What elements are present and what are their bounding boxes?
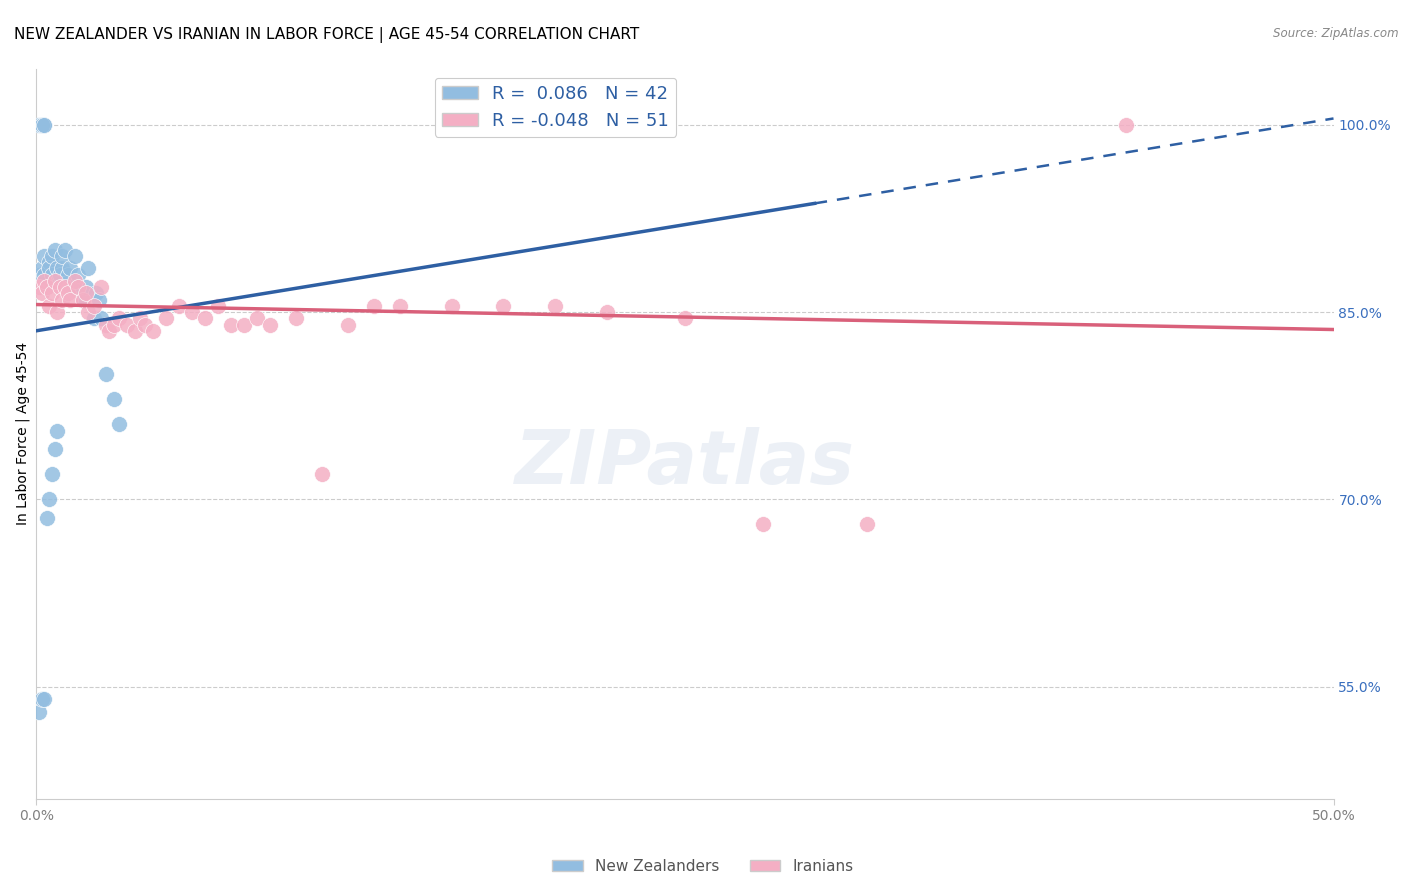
Point	[41, 268, 63, 282]
Y-axis label: In Labor Force | Age 45-54: In Labor Force | Age 45-54	[15, 343, 30, 525]
Point	[31, 692, 53, 706]
Point	[38, 255, 60, 269]
Point	[41, 249, 63, 263]
Point	[65, 249, 87, 263]
Point	[53, 243, 76, 257]
Point	[46, 424, 69, 438]
Point	[98, 324, 121, 338]
Point	[44, 442, 66, 457]
Point	[72, 293, 94, 307]
Point	[32, 692, 55, 706]
Point	[75, 286, 97, 301]
Point	[49, 268, 72, 282]
Point	[46, 305, 69, 319]
Point	[115, 318, 138, 332]
Point	[35, 280, 58, 294]
Point	[219, 318, 242, 332]
Point	[32, 249, 55, 263]
Point	[31, 118, 53, 132]
Point	[388, 299, 411, 313]
Point	[49, 280, 72, 294]
Point	[32, 118, 55, 132]
Point	[44, 243, 66, 257]
Point	[207, 299, 229, 313]
Point	[855, 517, 877, 532]
Point	[51, 293, 73, 307]
Point	[51, 261, 73, 276]
Point	[31, 261, 53, 276]
Point	[492, 299, 515, 313]
Point	[41, 467, 63, 482]
Point	[134, 318, 156, 332]
Point	[83, 299, 105, 313]
Point	[51, 249, 73, 263]
Point	[28, 280, 51, 294]
Point	[440, 299, 463, 313]
Point	[44, 274, 66, 288]
Point	[75, 280, 97, 294]
Point	[673, 311, 696, 326]
Point	[1115, 118, 1137, 132]
Point	[66, 280, 89, 294]
Point	[59, 293, 82, 307]
Point	[65, 274, 87, 288]
Text: Source: ZipAtlas.com: Source: ZipAtlas.com	[1274, 27, 1399, 40]
Point	[31, 286, 53, 301]
Point	[83, 311, 105, 326]
Point	[35, 511, 58, 525]
Point	[96, 368, 118, 382]
Point	[103, 318, 125, 332]
Point	[28, 705, 51, 719]
Point	[53, 280, 76, 294]
Point	[38, 261, 60, 276]
Point	[259, 318, 281, 332]
Point	[32, 118, 55, 132]
Point	[142, 324, 165, 338]
Point	[336, 318, 359, 332]
Point	[59, 261, 82, 276]
Point	[28, 268, 51, 282]
Point	[46, 261, 69, 276]
Point	[90, 311, 112, 326]
Point	[194, 311, 217, 326]
Point	[129, 311, 152, 326]
Legend: New Zealanders, Iranians: New Zealanders, Iranians	[546, 853, 860, 880]
Point	[544, 299, 567, 313]
Point	[124, 324, 146, 338]
Point	[28, 118, 51, 132]
Text: NEW ZEALANDER VS IRANIAN IN LABOR FORCE | AGE 45-54 CORRELATION CHART: NEW ZEALANDER VS IRANIAN IN LABOR FORCE …	[14, 27, 640, 43]
Point	[38, 299, 60, 313]
Point	[72, 293, 94, 307]
Point	[87, 293, 110, 307]
Point	[752, 517, 775, 532]
Point	[108, 311, 131, 326]
Point	[363, 299, 385, 313]
Point	[32, 274, 55, 288]
Point	[90, 280, 112, 294]
Point	[32, 268, 55, 282]
Point	[84, 286, 107, 301]
Point	[77, 261, 100, 276]
Point	[284, 311, 307, 326]
Point	[233, 318, 256, 332]
Point	[77, 305, 100, 319]
Point	[155, 311, 177, 326]
Text: ZIPatlas: ZIPatlas	[515, 426, 855, 500]
Point	[311, 467, 333, 482]
Point	[103, 392, 125, 407]
Point	[246, 311, 269, 326]
Point	[56, 286, 79, 301]
Point	[596, 305, 619, 319]
Point	[167, 299, 190, 313]
Point	[66, 268, 89, 282]
Point	[62, 280, 84, 294]
Legend: R =  0.086   N = 42, R = -0.048   N = 51: R = 0.086 N = 42, R = -0.048 N = 51	[434, 78, 676, 137]
Point	[41, 286, 63, 301]
Point	[108, 417, 131, 432]
Point	[96, 318, 118, 332]
Point	[181, 305, 204, 319]
Point	[31, 118, 53, 132]
Point	[38, 492, 60, 507]
Point	[56, 268, 79, 282]
